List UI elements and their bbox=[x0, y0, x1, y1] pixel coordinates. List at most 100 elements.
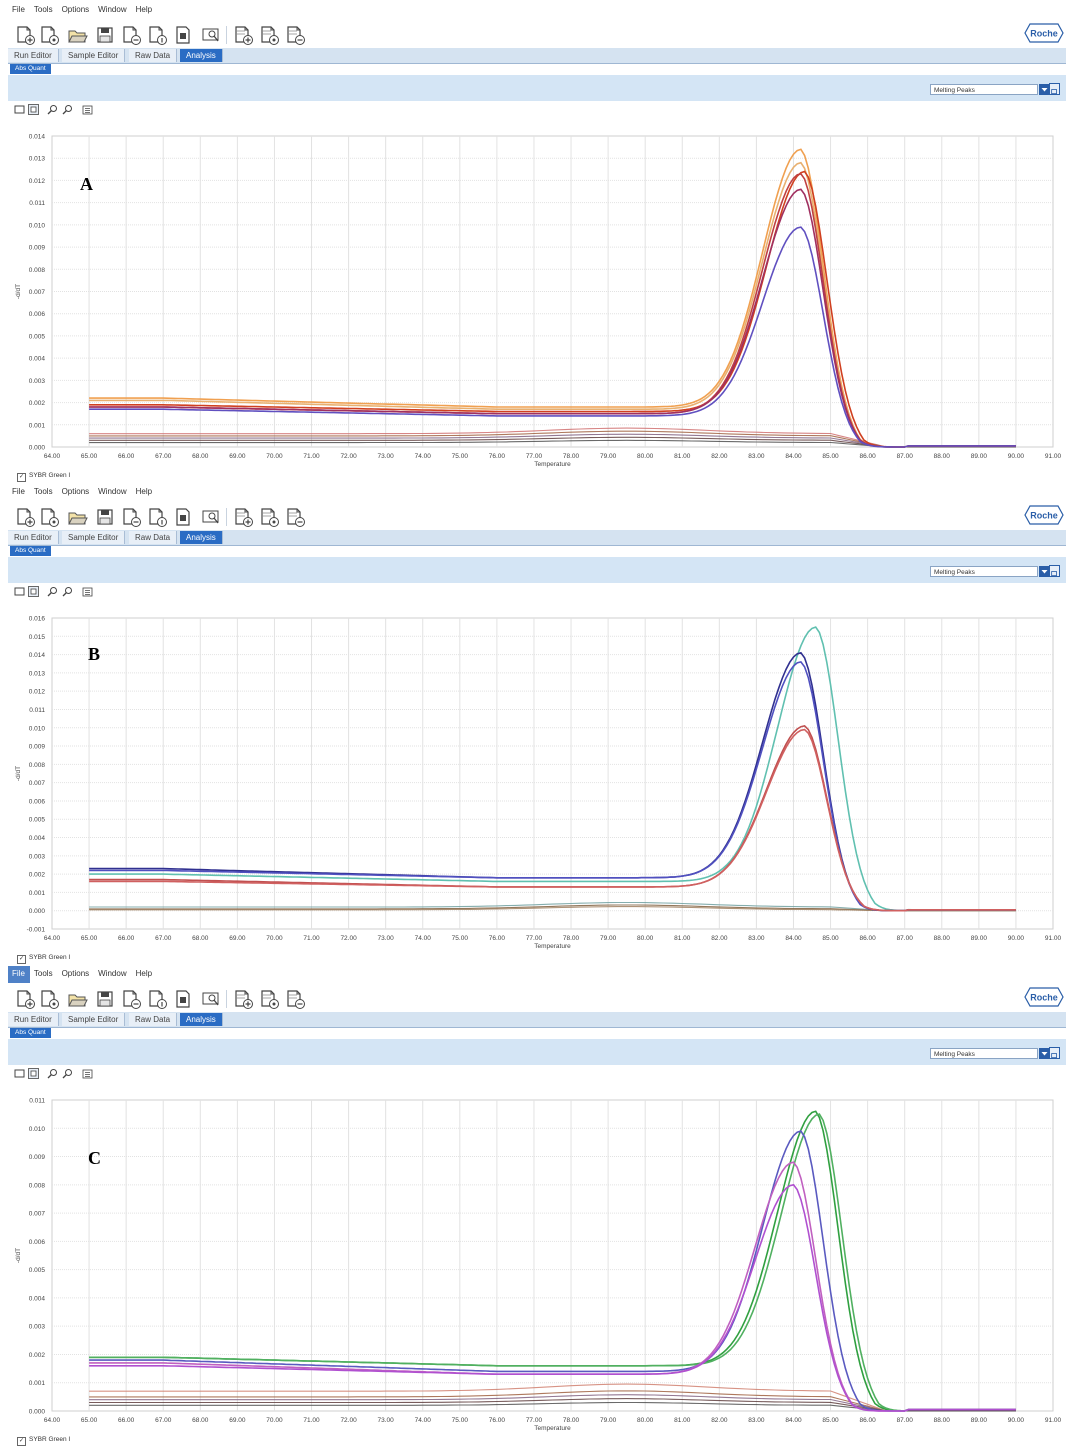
report-icon[interactable] bbox=[172, 988, 194, 1010]
menu-bar: File Tools Options Window Help bbox=[8, 966, 1066, 986]
menu-help[interactable]: Help bbox=[135, 969, 153, 978]
tab-raw-data[interactable]: Raw Data bbox=[129, 49, 178, 62]
x-tick-label: 88.00 bbox=[934, 1417, 951, 1424]
y-tick-label: 0.009 bbox=[29, 245, 46, 252]
new-run-icon[interactable] bbox=[14, 988, 36, 1010]
zoom-box-icon[interactable] bbox=[28, 1068, 39, 1079]
add-analysis-icon[interactable] bbox=[232, 988, 254, 1010]
tab-raw-data[interactable]: Raw Data bbox=[129, 531, 178, 544]
sybr-green-checkbox[interactable]: ✓ bbox=[17, 1437, 26, 1446]
close-file-icon[interactable] bbox=[120, 506, 142, 528]
select-icon[interactable] bbox=[14, 104, 25, 115]
chart-type-select[interactable]: Melting Peaks bbox=[930, 84, 1050, 95]
baseline-series-line bbox=[89, 1398, 1016, 1412]
new-sample-icon[interactable] bbox=[38, 506, 60, 528]
close-file-icon[interactable] bbox=[120, 24, 142, 46]
remove-analysis-icon[interactable] bbox=[284, 506, 306, 528]
chevron-down-icon[interactable] bbox=[1039, 84, 1050, 95]
open-folder-icon[interactable] bbox=[66, 988, 88, 1010]
menu-file[interactable]: File bbox=[12, 487, 25, 496]
chevron-down-icon[interactable] bbox=[1039, 566, 1050, 577]
tab-raw-data[interactable]: Raw Data bbox=[129, 1013, 178, 1026]
settings-analysis-icon[interactable] bbox=[258, 506, 280, 528]
chart-legend-icon[interactable] bbox=[82, 104, 93, 115]
new-sample-icon[interactable] bbox=[38, 988, 60, 1010]
tab-sample-editor[interactable]: Sample Editor bbox=[62, 1013, 126, 1026]
zoom-in-icon[interactable] bbox=[47, 104, 58, 115]
report-icon[interactable] bbox=[172, 24, 194, 46]
zoom-out-icon[interactable] bbox=[62, 104, 73, 115]
tab-run-editor[interactable]: Run Editor bbox=[8, 49, 59, 62]
zoom-select-icon[interactable] bbox=[200, 988, 222, 1010]
add-analysis-icon[interactable] bbox=[232, 506, 254, 528]
zoom-box-icon[interactable] bbox=[28, 104, 39, 115]
close-file-icon[interactable] bbox=[120, 988, 142, 1010]
save-icon[interactable] bbox=[94, 24, 116, 46]
zoom-select-icon[interactable] bbox=[200, 506, 222, 528]
new-sample-icon[interactable] bbox=[38, 24, 60, 46]
tab-run-editor[interactable]: Run Editor bbox=[8, 531, 59, 544]
x-tick-label: 80.00 bbox=[637, 1417, 654, 1424]
menu-window[interactable]: Window bbox=[98, 5, 127, 14]
remove-analysis-icon[interactable] bbox=[284, 988, 306, 1010]
select-icon[interactable] bbox=[14, 586, 25, 597]
menu-window[interactable]: Window bbox=[98, 487, 127, 496]
chart-type-select[interactable]: Melting Peaks bbox=[930, 566, 1050, 577]
tab-sample-editor[interactable]: Sample Editor bbox=[62, 531, 126, 544]
sybr-green-checkbox[interactable]: ✓ bbox=[17, 473, 26, 482]
save-icon[interactable] bbox=[94, 988, 116, 1010]
melting-curve-line bbox=[89, 226, 1016, 448]
info-icon[interactable] bbox=[146, 988, 168, 1010]
chart-type-select[interactable]: Melting Peaks bbox=[930, 1048, 1050, 1059]
settings-analysis-icon[interactable] bbox=[258, 988, 280, 1010]
tab-analysis[interactable]: Analysis bbox=[180, 1013, 223, 1026]
x-tick-label: 70.00 bbox=[266, 935, 283, 942]
tab-abs-quant[interactable]: Abs Quant bbox=[10, 1028, 51, 1038]
save-icon[interactable] bbox=[94, 506, 116, 528]
menu-options[interactable]: Options bbox=[61, 969, 90, 978]
menu-window[interactable]: Window bbox=[98, 969, 127, 978]
settings-analysis-icon[interactable] bbox=[258, 24, 280, 46]
y-tick-label: 0.003 bbox=[29, 378, 46, 385]
menu-file[interactable]: File bbox=[12, 5, 25, 14]
maximize-icon[interactable] bbox=[1049, 1047, 1060, 1059]
x-tick-label: 70.00 bbox=[266, 453, 283, 460]
zoom-out-icon[interactable] bbox=[62, 1068, 73, 1079]
report-icon[interactable] bbox=[172, 506, 194, 528]
chart-legend-icon[interactable] bbox=[82, 1068, 93, 1079]
open-folder-icon[interactable] bbox=[66, 24, 88, 46]
tab-analysis[interactable]: Analysis bbox=[180, 49, 223, 62]
sybr-green-checkbox[interactable]: ✓ bbox=[17, 955, 26, 964]
maximize-icon[interactable] bbox=[1049, 83, 1060, 95]
zoom-in-icon[interactable] bbox=[47, 586, 58, 597]
info-icon[interactable] bbox=[146, 24, 168, 46]
chart-legend-icon[interactable] bbox=[82, 586, 93, 597]
open-folder-icon[interactable] bbox=[66, 506, 88, 528]
menu-tools[interactable]: Tools bbox=[33, 487, 53, 496]
info-icon[interactable] bbox=[146, 506, 168, 528]
zoom-box-icon[interactable] bbox=[28, 586, 39, 597]
zoom-out-icon[interactable] bbox=[62, 586, 73, 597]
menu-tools[interactable]: Tools bbox=[33, 5, 53, 14]
new-run-icon[interactable] bbox=[14, 24, 36, 46]
tab-analysis[interactable]: Analysis bbox=[180, 531, 223, 544]
menu-file[interactable]: File bbox=[8, 966, 30, 983]
menu-tools[interactable]: Tools bbox=[33, 969, 53, 978]
x-tick-label: 75.00 bbox=[452, 935, 469, 942]
new-run-icon[interactable] bbox=[14, 506, 36, 528]
zoom-select-icon[interactable] bbox=[200, 24, 222, 46]
menu-options[interactable]: Options bbox=[61, 487, 90, 496]
tab-abs-quant[interactable]: Abs Quant bbox=[10, 546, 51, 556]
add-analysis-icon[interactable] bbox=[232, 24, 254, 46]
tab-abs-quant[interactable]: Abs Quant bbox=[10, 64, 51, 74]
tab-sample-editor[interactable]: Sample Editor bbox=[62, 49, 126, 62]
maximize-icon[interactable] bbox=[1049, 565, 1060, 577]
remove-analysis-icon[interactable] bbox=[284, 24, 306, 46]
tab-run-editor[interactable]: Run Editor bbox=[8, 1013, 59, 1026]
chevron-down-icon[interactable] bbox=[1039, 1048, 1050, 1059]
menu-help[interactable]: Help bbox=[135, 5, 153, 14]
menu-help[interactable]: Help bbox=[135, 487, 153, 496]
zoom-in-icon[interactable] bbox=[47, 1068, 58, 1079]
select-icon[interactable] bbox=[14, 1068, 25, 1079]
menu-options[interactable]: Options bbox=[61, 5, 90, 14]
